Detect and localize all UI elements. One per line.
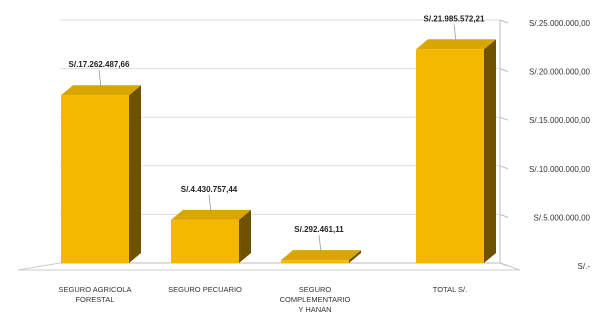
category-label: SEGURO AGRICOLA FORESTAL <box>59 285 132 304</box>
tick-mark <box>499 19 509 24</box>
category-label: TOTAL S/. <box>433 285 467 294</box>
category-label-line: SEGURO AGRICOLA <box>59 285 132 294</box>
category-label-line: SEGURO PECUARIO <box>168 285 242 294</box>
bar-top <box>416 39 496 50</box>
data-label-leader <box>98 70 102 88</box>
y-tick-label: S/.15.000.000,00 <box>529 116 590 125</box>
bar-side <box>484 39 496 264</box>
category-label-line: Y HANAN <box>298 305 331 314</box>
back-wall <box>60 20 500 263</box>
y-tick-label: S/.20.000.000,00 <box>529 68 590 77</box>
data-label: S/.17.262.487,66 <box>69 60 130 69</box>
category-label: SEGURO COMPLEMENTARIO Y HANAN <box>280 285 351 314</box>
data-label-leader <box>453 24 457 42</box>
data-labels: S/.21.985.572,21 S/.292.461,11 S/.4.430.75… <box>69 14 485 253</box>
bar <box>416 49 484 264</box>
tick-mark <box>499 262 509 267</box>
floor-edge <box>17 262 521 271</box>
bar-top <box>61 85 141 96</box>
tick-mark <box>499 68 509 73</box>
tick-mark <box>499 213 509 218</box>
y-tick-label: S/.10.000.000,00 <box>529 165 590 174</box>
data-label: S/.4.430.757,44 <box>181 185 238 194</box>
y-tick-label: S/.5.000.000,00 <box>534 213 591 222</box>
y-tick-label: S/.25.000.000,00 <box>529 19 590 28</box>
bar-top <box>281 250 361 261</box>
tick-mark <box>499 165 509 170</box>
bar-side <box>349 250 361 263</box>
category-label-line: FORESTAL <box>75 295 114 304</box>
bars <box>61 39 496 264</box>
bar-side <box>239 209 251 263</box>
data-label-leader <box>318 235 322 253</box>
y-tick-labels: S/.- S/.5.000.000,00 S/.10.000.000,00 S/.15… <box>529 19 590 271</box>
category-label: SEGURO PECUARIO <box>168 285 242 294</box>
bar <box>171 219 239 263</box>
category-label-line: TOTAL S/. <box>433 285 467 294</box>
y-tick-label: S/.- <box>578 262 591 271</box>
data-label-leader <box>208 194 212 212</box>
category-label-line: COMPLEMENTARIO <box>280 295 351 304</box>
data-label: S/.21.985.572,21 <box>424 14 485 23</box>
data-label: S/.292.461,11 <box>294 225 344 234</box>
bar-side <box>129 85 141 263</box>
bar <box>61 95 129 263</box>
tick-mark <box>499 116 509 121</box>
bar-top <box>171 209 251 220</box>
category-labels: TOTAL S/.SEGURO COMPLEMENTARIO Y HANANSEGU… <box>59 285 468 314</box>
bar <box>281 260 349 263</box>
category-label-line: SEGURO <box>299 285 332 294</box>
